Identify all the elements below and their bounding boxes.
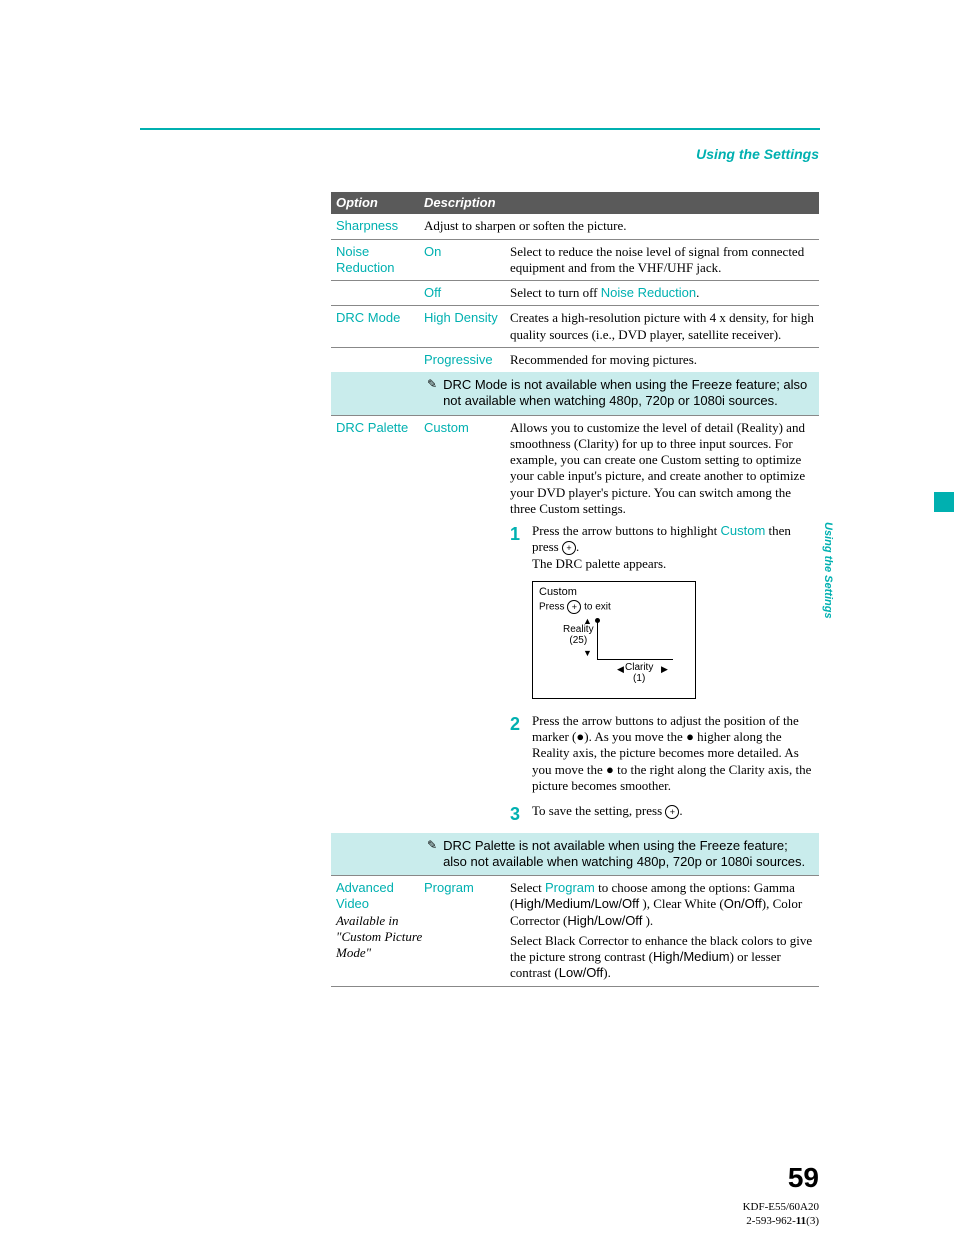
row-drc-palette: DRC Palette Custom Allows you to customi…: [331, 416, 819, 833]
advanced-video-label: Advanced Video: [336, 880, 394, 911]
step-1-text: Press the arrow buttons to highlight Cus…: [532, 523, 814, 572]
reality-text: Reality: [563, 624, 594, 635]
clarity-label: Clarity (1): [625, 662, 653, 684]
advanced-video-sublabel: Available in "Custom Picture Mode": [336, 913, 422, 961]
reality-label: Reality (25): [563, 624, 594, 646]
step-2: 2 Press the arrow buttons to adjust the …: [510, 707, 814, 797]
step-1-num: 1: [510, 523, 532, 572]
desc-noise-off-post: .: [696, 285, 699, 300]
header-description: Description: [424, 195, 814, 211]
option-sharpness: Sharpness: [336, 218, 424, 234]
clarity-val: (1): [633, 673, 645, 684]
av-gamma: High/Medium/Low/Off: [514, 896, 639, 911]
sub-custom: Custom: [424, 420, 510, 436]
row-sharpness: Sharpness Adjust to sharpen or soften th…: [331, 214, 819, 239]
step-2-text: Press the arrow buttons to adjust the po…: [532, 713, 814, 794]
step-1: 1 Press the arrow buttons to highlight C…: [510, 517, 814, 575]
desc-drc-palette: Allows you to customize the level of det…: [510, 420, 814, 829]
arrow-left-icon: ◀: [617, 664, 624, 675]
av-c: ), Clear White (: [639, 896, 724, 911]
palette-diagram: Custom Press + to exit ▲ Reality (25) ▼: [532, 581, 696, 699]
row-drc-prog: Progressive Recommended for moving pictu…: [331, 348, 819, 372]
av-bc-low: Low/Off: [559, 965, 604, 980]
palette-title: Custom: [539, 586, 689, 600]
row-noise-on: Noise Reduction On Select to reduce the …: [331, 240, 819, 282]
step1-link: Custom: [721, 523, 766, 538]
note-drc-palette-text: DRC Palette is not available when using …: [443, 838, 811, 871]
note-drc-palette: ✎ DRC Palette is not available when usin…: [331, 833, 819, 877]
footer-line2c: (3): [806, 1215, 819, 1227]
av-line1: Select Program to choose among the optio…: [510, 880, 814, 929]
desc-custom-text: Allows you to customize the level of det…: [510, 420, 814, 518]
table-header: Option Description: [331, 192, 819, 214]
av-a: Select: [510, 880, 545, 895]
page-number: 59: [788, 1160, 819, 1195]
av-cw: On/Off: [724, 896, 762, 911]
pencil-icon: ✎: [427, 377, 437, 410]
palette-press-line: Press + to exit: [539, 600, 689, 614]
sub-progressive: Progressive: [424, 352, 510, 368]
footer-line1: KDF-E55/60A20: [743, 1201, 819, 1213]
enter-icon-small: +: [567, 600, 581, 614]
av-e: ).: [642, 913, 653, 928]
step-3: 3 To save the setting, press +.: [510, 797, 814, 829]
header-option: Option: [336, 195, 424, 211]
clarity-axis: [597, 659, 673, 660]
av-link: Program: [545, 880, 595, 895]
step1-c: The DRC palette appears.: [532, 556, 666, 571]
footer: KDF-E55/60A20 2-593-962-11(3): [743, 1200, 819, 1229]
options-table: Option Description Sharpness Adjust to s…: [331, 192, 819, 987]
option-drc-mode: DRC Mode: [336, 310, 424, 343]
option-noise-reduction: Noise Reduction: [336, 244, 424, 277]
desc-drc-prog: Recommended for moving pictures.: [510, 352, 814, 368]
palette-exit: to exit: [584, 601, 611, 612]
option-advanced-video: Advanced Video Available in "Custom Pict…: [336, 880, 424, 961]
desc-drc-high: Creates a high-resolution picture with 4…: [510, 310, 814, 343]
palette-press: Press: [539, 601, 565, 612]
marker-dot: [595, 618, 600, 623]
arrow-down-icon: ▼: [583, 648, 592, 659]
row-advanced-video: Advanced Video Available in "Custom Pict…: [331, 876, 819, 987]
av-cc: High/Low/Off: [567, 913, 642, 928]
pencil-icon-2: ✎: [427, 838, 437, 871]
top-rule: [140, 128, 820, 130]
row-drc-high: DRC Mode High Density Creates a high-res…: [331, 306, 819, 348]
enter-icon: +: [562, 541, 576, 555]
section-title: Using the Settings: [696, 146, 819, 164]
clarity-text: Clarity: [625, 662, 653, 673]
note-drc-mode-text: DRC Mode is not available when using the…: [443, 377, 811, 410]
step-2-num: 2: [510, 713, 532, 794]
reality-val: (25): [569, 635, 587, 646]
desc-advanced-video: Select Program to choose among the optio…: [510, 880, 814, 982]
reality-axis: [597, 620, 598, 660]
footer-line2b: 11: [796, 1215, 806, 1227]
step3-a: To save the setting, press: [532, 803, 665, 818]
desc-noise-off-pre: Select to turn off: [510, 285, 601, 300]
note-drc-mode: ✎ DRC Mode is not available when using t…: [331, 372, 819, 416]
side-label: Using the Settings: [820, 522, 834, 619]
av-line2: Select Black Corrector to enhance the bl…: [510, 933, 814, 982]
sub-on: On: [424, 244, 510, 277]
arrow-right-icon: ▶: [661, 664, 668, 675]
desc-noise-off: Select to turn off Noise Reduction.: [510, 285, 814, 301]
row-noise-off: Off Select to turn off Noise Reduction.: [331, 281, 819, 306]
desc-noise-on: Select to reduce the noise level of sign…: [510, 244, 814, 277]
desc-sharpness: Adjust to sharpen or soften the picture.: [424, 218, 814, 234]
step1-a: Press the arrow buttons to highlight: [532, 523, 721, 538]
enter-icon-2: +: [665, 805, 679, 819]
footer-line2a: 2-593-962-: [746, 1215, 796, 1227]
av2-c: ).: [603, 965, 611, 980]
step-3-text: To save the setting, press +.: [532, 803, 683, 826]
step-3-num: 3: [510, 803, 532, 826]
option-drc-palette: DRC Palette: [336, 420, 424, 436]
side-tab: [934, 492, 954, 512]
sub-high-density: High Density: [424, 310, 510, 343]
link-noise-reduction: Noise Reduction: [601, 285, 696, 300]
sub-off: Off: [424, 285, 510, 301]
sub-program: Program: [424, 880, 510, 896]
av-bc-high: High/Medium: [653, 949, 730, 964]
